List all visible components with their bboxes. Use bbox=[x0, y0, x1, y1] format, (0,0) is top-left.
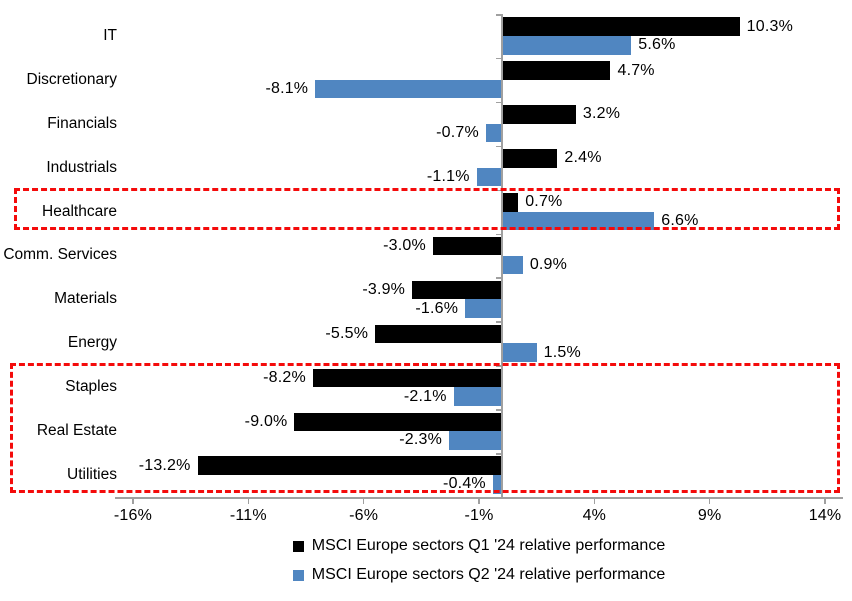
value-axis-tick bbox=[593, 497, 596, 504]
category-axis-tick bbox=[495, 321, 503, 323]
value-label-q1-industrials: 2.4% bbox=[564, 149, 602, 167]
value-label-q2-comm-services: 0.9% bbox=[529, 255, 568, 273]
value-label-q1-utilities: -13.2% bbox=[138, 456, 191, 474]
value-axis-tick bbox=[478, 497, 480, 504]
bar-q2-energy bbox=[502, 343, 537, 362]
value-axis-tick bbox=[362, 497, 365, 504]
legend-swatch-q1-icon bbox=[292, 540, 304, 552]
value-label-q1-comm-services: -3.0% bbox=[383, 237, 426, 255]
category-label-healthcare: Healthcare bbox=[42, 202, 117, 220]
category-label-industrials: Industrials bbox=[46, 158, 117, 176]
category-label-it: IT bbox=[103, 26, 117, 44]
axis-tick-label-14-: 14% bbox=[808, 507, 842, 524]
bar-q2-staples bbox=[453, 387, 503, 406]
axis-tick-label--6-: -6% bbox=[349, 507, 379, 524]
category-axis-tick bbox=[495, 233, 503, 236]
bar-q1-discretionary bbox=[502, 61, 611, 80]
legend: MSCI Europe sectors Q1 '24 relative perf… bbox=[118, 535, 840, 586]
bar-q1-financials bbox=[502, 105, 576, 124]
legend-label-q1: MSCI Europe sectors Q1 '24 relative perf… bbox=[311, 537, 666, 554]
category-axis-tick bbox=[495, 453, 503, 455]
category-axis-tick bbox=[495, 409, 503, 411]
value-label-q1-discretionary: 4.7% bbox=[617, 61, 655, 79]
category-axis-tick bbox=[495, 101, 503, 104]
bar-q2-discretionary bbox=[315, 79, 503, 99]
category-label-real-estate: Real Estate bbox=[36, 422, 117, 440]
value-label-q2-financials: -0.7% bbox=[436, 124, 479, 142]
value-label-q2-energy: 1.5% bbox=[543, 343, 581, 361]
category-axis-tick bbox=[495, 277, 503, 279]
value-axis-tick bbox=[824, 497, 826, 504]
bar-q1-real-estate bbox=[294, 412, 503, 432]
bar-q1-utilities bbox=[197, 456, 503, 476]
bar-q1-staples bbox=[312, 368, 503, 388]
bar-q1-energy bbox=[375, 324, 503, 344]
bar-q1-materials bbox=[412, 280, 503, 300]
value-label-q2-utilities: -0.4% bbox=[443, 475, 486, 493]
category-axis-tick bbox=[495, 57, 503, 60]
bar-q2-healthcare bbox=[502, 211, 655, 231]
bar-q2-real-estate bbox=[449, 431, 503, 450]
category-label-energy: Energy bbox=[67, 334, 117, 352]
bar-q2-utilities bbox=[492, 475, 503, 494]
value-axis-line bbox=[501, 14, 503, 497]
value-label-q1-energy: -5.5% bbox=[325, 325, 369, 343]
legend-label-q2: MSCI Europe sectors Q2 '24 relative perf… bbox=[311, 566, 666, 583]
legend-item-q2: MSCI Europe sectors Q2 '24 relative perf… bbox=[292, 564, 666, 586]
axis-tick-label-4-: 4% bbox=[582, 507, 607, 524]
value-label-q2-industrials: -1.1% bbox=[426, 167, 470, 185]
bar-q2-financials bbox=[485, 123, 503, 143]
bar-q1-it bbox=[502, 17, 740, 36]
value-label-q1-healthcare: 0.7% bbox=[525, 193, 563, 211]
legend-item-q1: MSCI Europe sectors Q1 '24 relative perf… bbox=[292, 535, 666, 557]
axis-tick-label--11-: -11% bbox=[229, 507, 267, 524]
category-label-staples: Staples bbox=[65, 378, 117, 396]
value-label-q1-financials: 3.2% bbox=[582, 105, 621, 123]
value-label-q1-staples: -8.2% bbox=[263, 368, 306, 386]
bar-q2-comm-services bbox=[502, 255, 523, 275]
category-label-utilities: Utilities bbox=[67, 466, 117, 484]
category-label-financials: Financials bbox=[47, 114, 117, 132]
value-axis-tick bbox=[708, 497, 711, 504]
category-label-materials: Materials bbox=[54, 290, 117, 308]
bar-q2-materials bbox=[465, 299, 503, 318]
bar-q2-industrials bbox=[476, 167, 503, 187]
axis-tick-label--16-: -16% bbox=[113, 507, 153, 524]
value-label-q2-healthcare: 6.6% bbox=[661, 211, 699, 229]
highlight-box-healthcare bbox=[14, 187, 840, 231]
value-label-q1-it: 10.3% bbox=[746, 17, 794, 35]
value-label-q2-discretionary: -8.1% bbox=[265, 80, 309, 98]
highlight-box-staples-real-estate-utilities bbox=[10, 363, 840, 494]
category-axis-tick bbox=[495, 14, 503, 16]
category-label-comm-services: Comm. Services bbox=[3, 246, 117, 264]
bar-q1-industrials bbox=[502, 149, 558, 168]
value-label-q1-real-estate: -9.0% bbox=[244, 412, 288, 430]
axis-tick-label--1-: -1% bbox=[464, 507, 494, 524]
bar-q2-it bbox=[502, 35, 632, 55]
bar-q1-comm-services bbox=[432, 236, 503, 256]
category-label-discretionary: Discretionary bbox=[26, 70, 117, 88]
value-axis-tick bbox=[247, 497, 250, 504]
value-label-q2-it: 5.6% bbox=[638, 36, 676, 54]
value-label-q2-real-estate: -2.3% bbox=[399, 431, 443, 449]
bar-q1-healthcare bbox=[502, 192, 519, 212]
value-label-q2-materials: -1.6% bbox=[415, 299, 459, 317]
legend-swatch-q2-icon bbox=[292, 569, 304, 581]
value-label-q2-staples: -2.1% bbox=[403, 387, 447, 405]
category-axis-tick bbox=[495, 145, 503, 148]
axis-tick-label-9-: 9% bbox=[697, 507, 722, 524]
value-label-q1-materials: -3.9% bbox=[362, 281, 406, 299]
value-axis-tick bbox=[132, 497, 134, 504]
